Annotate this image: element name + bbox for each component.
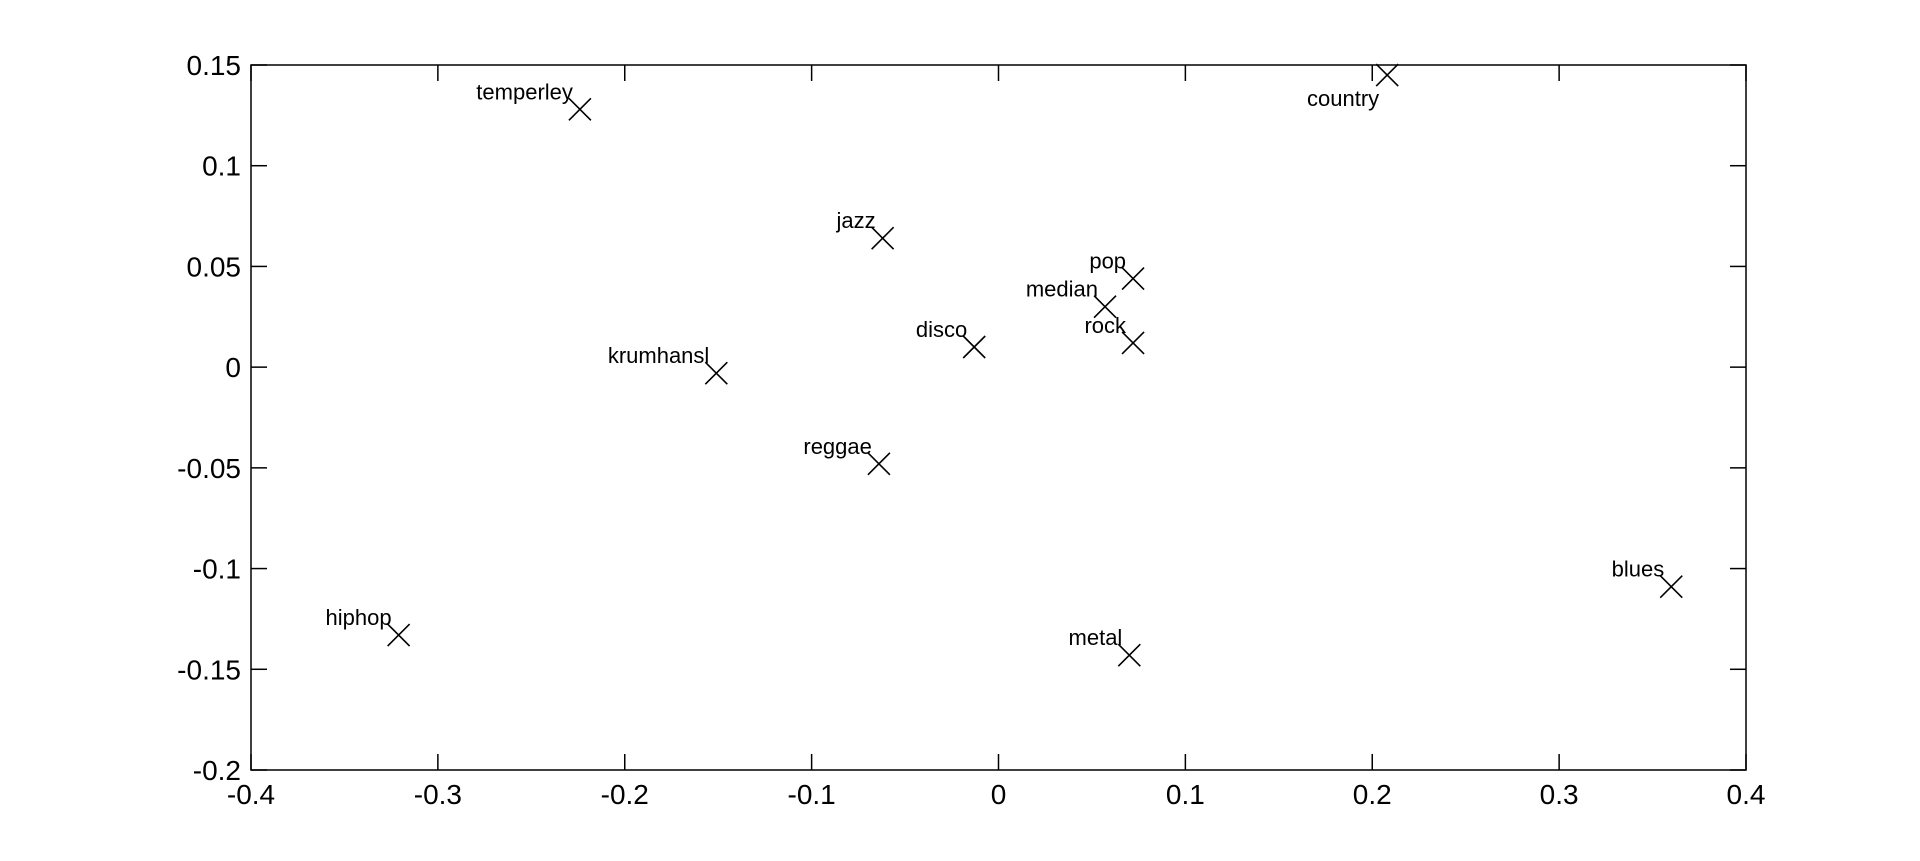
x-axis-tick-labels: -0.4 -0.3 -0.2 -0.1 0 0.1 0.2 0.3 0.4 [227, 779, 1766, 810]
point-label-country: country [1307, 86, 1379, 111]
point-label-rock: rock [1084, 313, 1127, 338]
x-axis-ticks [250, 65, 1747, 770]
data-point-blues [1659, 575, 1683, 599]
data-point-country [1375, 63, 1399, 87]
x-tick-label: 0 [991, 779, 1007, 810]
x-tick-label: 0.3 [1540, 779, 1579, 810]
y-tick-label: 0 [225, 352, 241, 383]
y-axis-ticks [251, 64, 1746, 771]
y-axis-tick-labels: 0.15 0.1 0.05 0 -0.05 -0.1 -0.15 -0.2 [177, 50, 241, 786]
point-label-metal: metal [1069, 625, 1123, 650]
point-label-jazz: jazz [836, 208, 876, 233]
data-point-labels: temperley country jazz pop median disco rock kr… [326, 79, 1665, 650]
data-point-jazz [871, 226, 895, 250]
data-point-rock [1121, 331, 1145, 355]
x-tick-label: -0.4 [227, 779, 275, 810]
data-markers [387, 63, 1683, 667]
data-point-reggae [867, 452, 891, 476]
x-tick-label: -0.1 [788, 779, 836, 810]
data-point-pop [1121, 266, 1145, 291]
data-point-hiphop [387, 623, 411, 647]
point-label-blues: blues [1612, 557, 1665, 582]
y-tick-label: 0.05 [187, 251, 242, 282]
point-label-median: median [1026, 277, 1098, 302]
x-tick-label: 0.2 [1353, 779, 1392, 810]
data-point-disco [962, 335, 986, 359]
point-label-krumhansl: krumhansl [608, 343, 709, 368]
point-label-hiphop: hiphop [326, 605, 392, 630]
data-point-median [1093, 295, 1117, 319]
plot-area: -0.4 -0.3 -0.2 -0.1 0 0.1 0.2 0.3 0.4 0.15 0.1 0.0… [177, 50, 1765, 810]
point-label-disco: disco [916, 317, 967, 342]
point-label-temperley: temperley [476, 79, 573, 104]
y-tick-label: -0.05 [177, 453, 241, 484]
y-tick-label: -0.15 [177, 654, 241, 685]
y-tick-label: 0.15 [187, 50, 242, 81]
x-tick-label: 0.4 [1727, 779, 1766, 810]
x-tick-label: -0.3 [414, 779, 462, 810]
data-point-krumhansl [704, 361, 728, 385]
y-tick-label: -0.2 [193, 755, 241, 786]
x-tick-label: 0.1 [1166, 779, 1205, 810]
y-tick-label: -0.1 [193, 554, 241, 585]
point-label-reggae: reggae [803, 434, 872, 459]
y-tick-label: 0.1 [202, 151, 241, 182]
data-point-metal [1117, 643, 1141, 667]
point-label-pop: pop [1089, 249, 1126, 274]
x-tick-label: -0.2 [601, 779, 649, 810]
data-point-temperley [568, 97, 592, 121]
